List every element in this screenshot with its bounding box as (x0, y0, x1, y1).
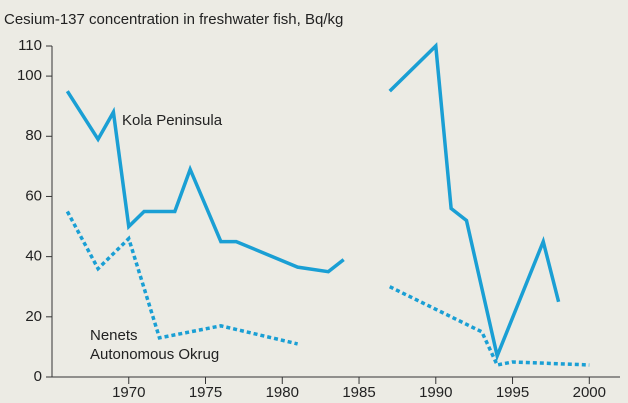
y-tick-label: 0 (34, 368, 42, 385)
series-line (65, 42, 561, 362)
y-tick-label: 80 (25, 127, 42, 144)
annotation: Nenets (90, 327, 138, 344)
chart-title: Cesium-137 concentration in freshwater f… (4, 11, 343, 28)
series-line (65, 210, 590, 367)
x-tick-label: 1980 (266, 384, 299, 401)
annotation: Kola Peninsula (122, 112, 223, 129)
x-tick-label: 1990 (419, 384, 452, 401)
x-tick-label: 1970 (112, 384, 145, 401)
y-tick-label: 60 (25, 187, 42, 204)
x-tick-label: 1995 (496, 384, 529, 401)
x-tick-label: 2000 (573, 384, 606, 401)
y-tick-label: 110 (18, 37, 42, 54)
y-tick-label: 40 (25, 248, 42, 265)
x-tick-label: 1985 (342, 384, 375, 401)
annotation: Autonomous Okrug (90, 346, 219, 363)
y-tick-label: 100 (17, 67, 42, 84)
y-tick-label: 20 (25, 308, 42, 325)
x-tick-label: 1975 (189, 384, 222, 401)
